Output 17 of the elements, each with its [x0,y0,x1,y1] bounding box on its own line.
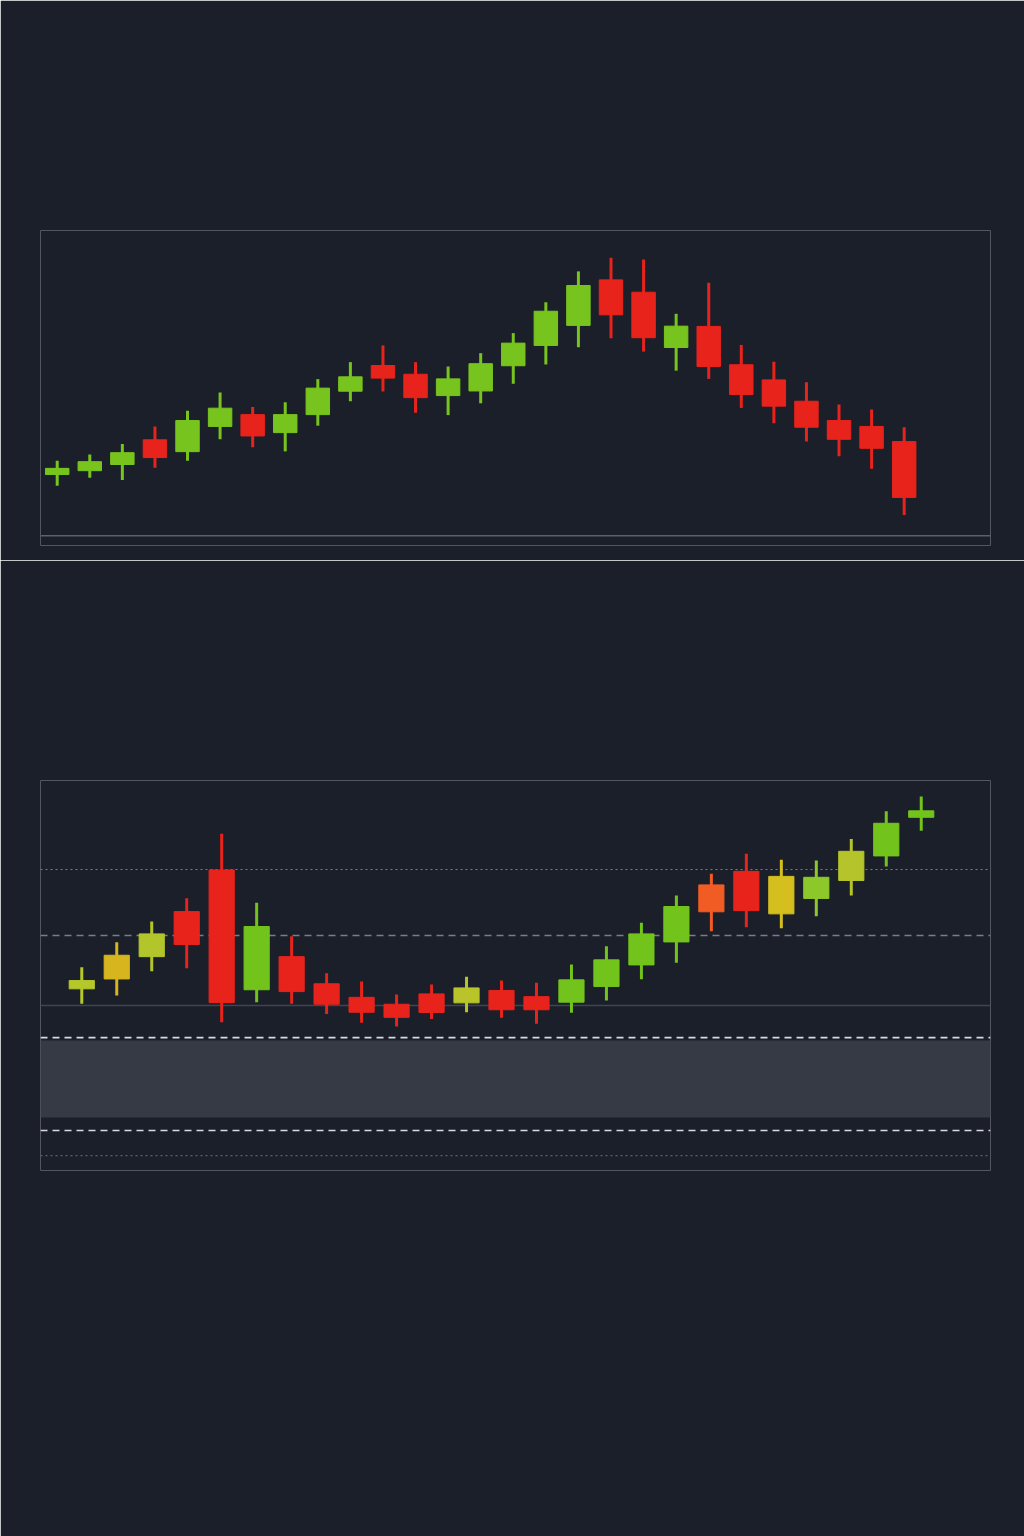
candlestick [826,404,852,457]
candlestick [273,402,298,452]
candlestick [663,312,689,371]
candlestick [370,345,396,392]
candlestick [240,406,265,448]
candlestick [44,460,70,486]
candlestick [403,362,428,413]
candlestick [68,967,95,1004]
candlestick [77,454,103,478]
candlestick [859,409,884,469]
candlestick [142,426,168,468]
candlestick [435,366,461,417]
candlestick [207,392,233,440]
candlestick [501,333,526,384]
candlestick [338,362,363,403]
candlestick [110,443,135,480]
candlestick [908,796,935,831]
